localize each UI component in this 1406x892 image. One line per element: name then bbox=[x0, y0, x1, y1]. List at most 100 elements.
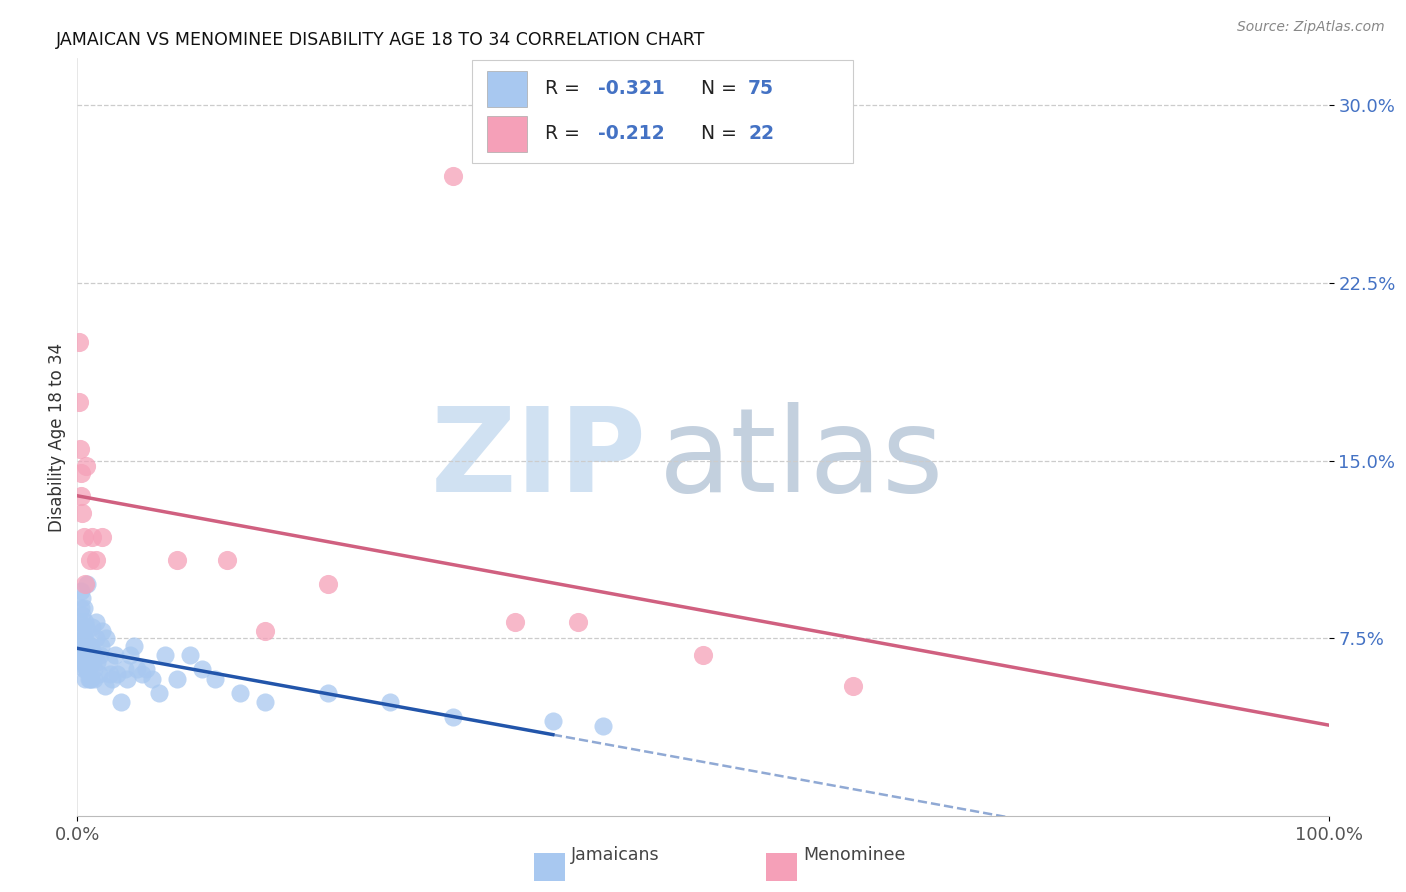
Point bbox=[90, 639, 112, 653]
Point bbox=[141, 672, 163, 686]
Point bbox=[441, 709, 464, 723]
Point bbox=[76, 648, 98, 662]
Point bbox=[77, 672, 100, 686]
Point bbox=[79, 639, 101, 653]
Text: Source: ZipAtlas.com: Source: ZipAtlas.com bbox=[1237, 20, 1385, 34]
Text: R =: R = bbox=[546, 125, 586, 144]
Text: ZIP: ZIP bbox=[430, 402, 647, 517]
Point bbox=[72, 655, 94, 669]
Point bbox=[67, 394, 90, 409]
Point bbox=[72, 624, 94, 639]
Point bbox=[179, 648, 201, 662]
Point bbox=[89, 648, 111, 662]
Text: Menominee: Menominee bbox=[803, 846, 905, 863]
Point bbox=[148, 686, 170, 700]
Point bbox=[105, 667, 128, 681]
Point bbox=[83, 672, 105, 686]
Point bbox=[82, 619, 104, 633]
Text: -0.212: -0.212 bbox=[598, 125, 665, 144]
Point bbox=[77, 643, 100, 657]
Point bbox=[70, 466, 93, 480]
Point bbox=[72, 530, 94, 544]
Point bbox=[72, 639, 94, 653]
Point bbox=[166, 553, 188, 567]
Point bbox=[72, 600, 94, 615]
Point bbox=[503, 615, 526, 629]
Point bbox=[72, 506, 94, 520]
Point bbox=[73, 672, 96, 686]
Point bbox=[97, 655, 120, 669]
Point bbox=[110, 696, 132, 710]
Point bbox=[73, 577, 96, 591]
Point bbox=[69, 615, 91, 629]
Point bbox=[131, 667, 153, 681]
Point bbox=[72, 648, 94, 662]
Point bbox=[94, 679, 117, 693]
Point bbox=[84, 553, 107, 567]
Point bbox=[692, 648, 714, 662]
Point bbox=[69, 624, 91, 639]
Point bbox=[69, 442, 91, 456]
Y-axis label: Disability Age 18 to 34: Disability Age 18 to 34 bbox=[48, 343, 66, 532]
Point bbox=[86, 655, 108, 669]
Point bbox=[79, 657, 101, 672]
Point bbox=[75, 662, 97, 676]
Point bbox=[98, 667, 121, 681]
Point bbox=[80, 639, 103, 653]
Point bbox=[117, 672, 139, 686]
Point bbox=[229, 686, 252, 700]
Point bbox=[73, 655, 96, 669]
Point bbox=[84, 632, 107, 646]
Point bbox=[75, 643, 97, 657]
Point bbox=[91, 624, 114, 639]
Point bbox=[83, 648, 105, 662]
Text: JAMAICAN VS MENOMINEE DISABILITY AGE 18 TO 34 CORRELATION CHART: JAMAICAN VS MENOMINEE DISABILITY AGE 18 … bbox=[56, 31, 706, 49]
FancyBboxPatch shape bbox=[486, 70, 527, 107]
Text: R =: R = bbox=[546, 79, 586, 98]
Point bbox=[75, 458, 97, 473]
Point bbox=[316, 577, 339, 591]
Point bbox=[94, 632, 117, 646]
Point bbox=[592, 719, 614, 733]
Text: -0.321: -0.321 bbox=[598, 79, 665, 98]
Point bbox=[73, 632, 96, 646]
Text: N =: N = bbox=[689, 79, 744, 98]
Point bbox=[253, 624, 276, 639]
Point bbox=[76, 577, 98, 591]
Point bbox=[72, 632, 94, 646]
Point bbox=[135, 662, 157, 676]
Point bbox=[70, 600, 93, 615]
FancyBboxPatch shape bbox=[471, 61, 853, 162]
Point bbox=[217, 553, 239, 567]
Point bbox=[153, 648, 176, 662]
Point bbox=[114, 662, 136, 676]
Point bbox=[253, 696, 276, 710]
Point bbox=[118, 648, 141, 662]
Point bbox=[79, 553, 101, 567]
Point bbox=[67, 639, 90, 653]
Point bbox=[72, 591, 94, 606]
Point bbox=[70, 643, 93, 657]
Point bbox=[75, 619, 97, 633]
Point bbox=[378, 696, 402, 710]
Point bbox=[842, 679, 865, 693]
Point bbox=[567, 615, 589, 629]
FancyBboxPatch shape bbox=[486, 116, 527, 153]
Text: N =: N = bbox=[689, 125, 744, 144]
Text: 75: 75 bbox=[748, 79, 775, 98]
Point bbox=[79, 672, 101, 686]
Text: 22: 22 bbox=[748, 125, 775, 144]
Point bbox=[87, 667, 110, 681]
Point bbox=[72, 607, 94, 622]
Text: Jamaicans: Jamaicans bbox=[571, 846, 659, 863]
Text: atlas: atlas bbox=[659, 402, 945, 517]
Point bbox=[70, 633, 93, 648]
Point bbox=[67, 335, 90, 350]
Point bbox=[70, 584, 93, 599]
Point bbox=[84, 615, 107, 629]
Point bbox=[101, 672, 124, 686]
Point bbox=[104, 648, 127, 662]
Point bbox=[541, 714, 564, 729]
Point bbox=[73, 615, 96, 629]
Point bbox=[82, 530, 104, 544]
